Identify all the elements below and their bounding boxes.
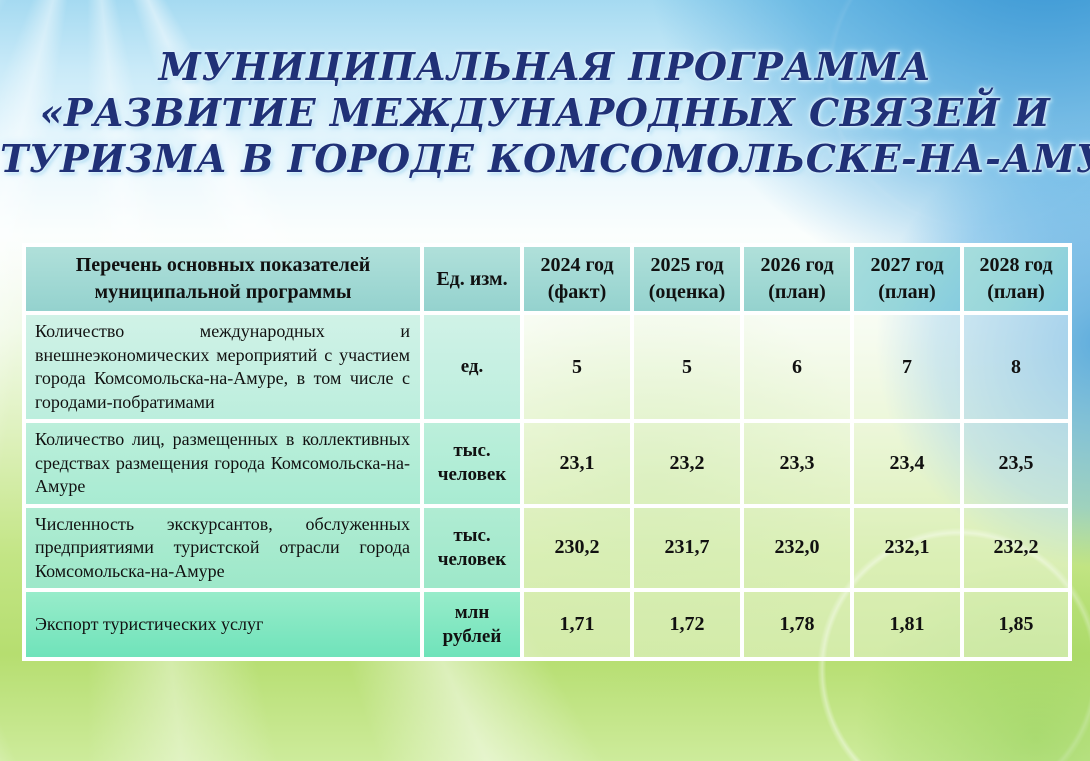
- value-cell: 1,81: [852, 590, 962, 659]
- value-cell: 1,78: [742, 590, 852, 659]
- indicator-cell: Количество лиц, размещенных в коллективн…: [24, 421, 422, 506]
- slide-title-line: ТУРИЗМА В ГОРОДЕ КОМСОМОЛЬСКЕ-НА-АМУРЕ»: [0, 136, 1090, 181]
- table-row: Экспорт туристических услуг млн рублей 1…: [24, 590, 1070, 659]
- value-cell: 5: [632, 313, 742, 421]
- value-cell: 232,1: [852, 505, 962, 590]
- indicator-cell: Количество международных и внешнеэкономи…: [24, 313, 422, 421]
- indicators-table: Перечень основных показателей муниципаль…: [22, 243, 1072, 661]
- value-cell: 7: [852, 313, 962, 421]
- column-header-2024: 2024 год (факт): [522, 245, 632, 313]
- table-header-row: Перечень основных показателей муниципаль…: [24, 245, 1070, 313]
- value-cell: 1,85: [962, 590, 1070, 659]
- table-row: Численность экскурсантов, обслуженных пр…: [24, 505, 1070, 590]
- value-cell: 23,5: [962, 421, 1070, 506]
- unit-cell: ед.: [422, 313, 522, 421]
- column-header-2026: 2026 год (план): [742, 245, 852, 313]
- column-header-indicators: Перечень основных показателей муниципаль…: [24, 245, 422, 313]
- value-cell: 231,7: [632, 505, 742, 590]
- value-cell: 23,2: [632, 421, 742, 506]
- slide-title-line: МУНИЦИПАЛЬНАЯ ПРОГРАММА: [158, 44, 932, 89]
- value-cell: 6: [742, 313, 852, 421]
- value-cell: 1,72: [632, 590, 742, 659]
- value-cell: 23,4: [852, 421, 962, 506]
- column-header-2028: 2028 год (план): [962, 245, 1070, 313]
- value-cell: 8: [962, 313, 1070, 421]
- value-cell: 1,71: [522, 590, 632, 659]
- table-row: Количество международных и внешнеэкономи…: [24, 313, 1070, 421]
- indicator-cell: Экспорт туристических услуг: [24, 590, 422, 659]
- value-cell: 230,2: [522, 505, 632, 590]
- unit-cell: тыс. человек: [422, 505, 522, 590]
- value-cell: 23,1: [522, 421, 632, 506]
- value-cell: 5: [522, 313, 632, 421]
- unit-cell: тыс. человек: [422, 421, 522, 506]
- slide-title-line: «РАЗВИТИЕ МЕЖДУНАРОДНЫХ СВЯЗЕЙ И: [39, 90, 1051, 135]
- table-row: Количество лиц, размещенных в коллективн…: [24, 421, 1070, 506]
- slide-title: МУНИЦИПАЛЬНАЯ ПРОГРАММА «РАЗВИТИЕ МЕЖДУН…: [0, 44, 1090, 182]
- value-cell: 232,0: [742, 505, 852, 590]
- value-cell: 232,2: [962, 505, 1070, 590]
- column-header-unit: Ед. изм.: [422, 245, 522, 313]
- column-header-2025: 2025 год (оценка): [632, 245, 742, 313]
- value-cell: 23,3: [742, 421, 852, 506]
- indicator-cell: Численность экскурсантов, обслуженных пр…: [24, 505, 422, 590]
- column-header-2027: 2027 год (план): [852, 245, 962, 313]
- unit-cell: млн рублей: [422, 590, 522, 659]
